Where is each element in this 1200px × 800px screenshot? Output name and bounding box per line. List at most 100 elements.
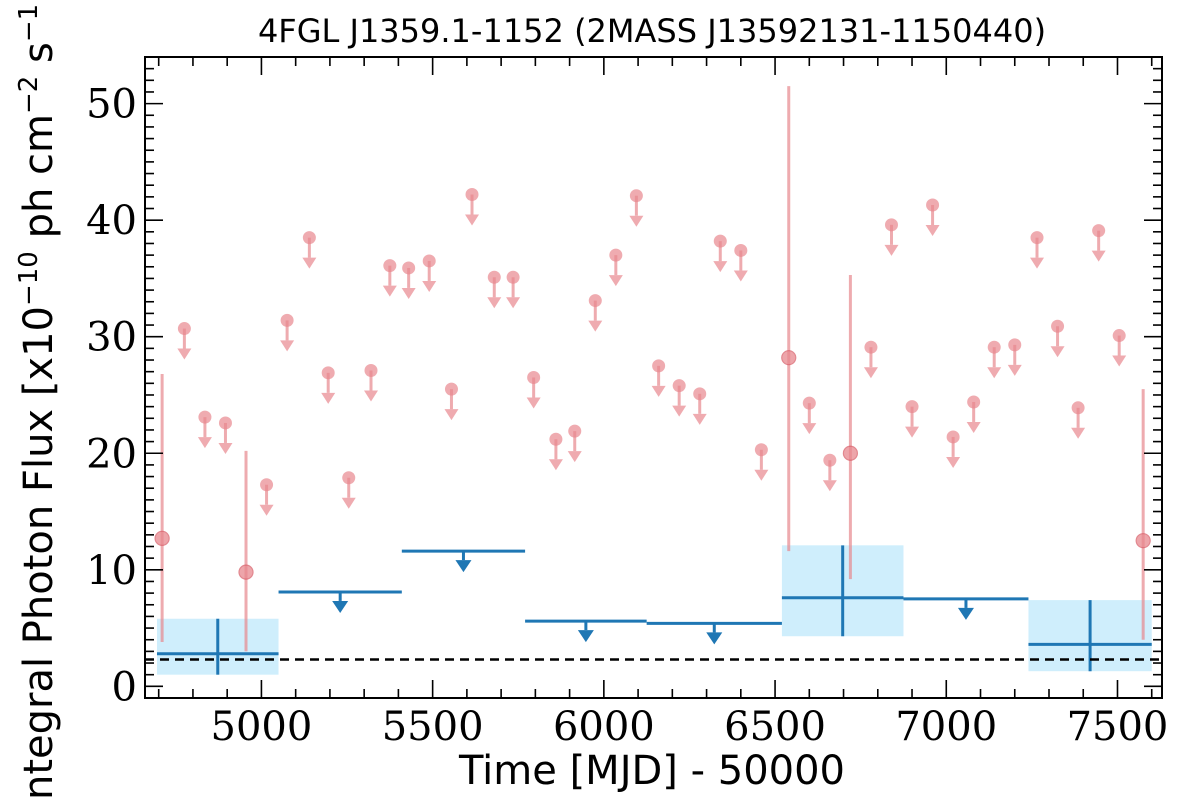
short-bin-limit-arrow (259, 504, 274, 516)
short-bin-limit-arrow (218, 442, 233, 454)
short-bin-limit-arrow (321, 392, 336, 404)
short-bin-limit-point (713, 234, 727, 248)
short-bin-limit-arrow (802, 423, 817, 435)
short-bin-limit-point (1051, 319, 1065, 333)
short-bin-limit-point (342, 471, 356, 485)
x-tick-label: 5000 (211, 704, 313, 750)
short-bin-limit-arrow (754, 469, 769, 481)
short-bin-limit-arrow (548, 459, 563, 471)
short-bin-detection-point (781, 350, 797, 366)
short-bin-limit-arrow (733, 270, 748, 282)
short-bin-limit-point (802, 396, 816, 410)
short-bin-limit-point (967, 395, 981, 409)
short-bin-limit-arrow (444, 409, 459, 421)
short-bin-limit-point (629, 189, 643, 203)
short-bin-limit-arrow (987, 367, 1002, 379)
short-bin-limit-arrow (1071, 427, 1086, 439)
long-bin-limit-arrow (332, 600, 349, 613)
short-bin-limit-arrow (506, 297, 521, 309)
short-bin-limit-point (364, 364, 378, 378)
short-bin-limit-point (987, 340, 1001, 354)
short-bin-limit-arrow (526, 397, 541, 409)
y-tick-label: 10 (86, 548, 137, 594)
short-bin-limit-arrow (364, 390, 378, 402)
plot-frame (144, 56, 1163, 699)
short-bin-limit-arrow (925, 225, 940, 237)
x-tick-label: 5500 (382, 704, 484, 750)
short-bin-limit-arrow (401, 287, 416, 299)
short-bin-limit-arrow (1050, 346, 1065, 358)
short-bin-limit-arrow (422, 280, 437, 292)
short-bin-limit-arrow (465, 214, 480, 226)
short-bin-limit-arrow (487, 297, 502, 309)
short-bin-limit-arrow (822, 480, 837, 492)
short-bin-limit-arrow (341, 497, 356, 509)
y-tick-label: 0 (112, 664, 137, 710)
short-bin-detection-point (154, 530, 170, 546)
short-bin-limit-point (1008, 338, 1022, 352)
short-bin-detection-point (238, 564, 254, 580)
short-bin-limit-arrow (629, 215, 644, 227)
short-bin-limit-point (177, 322, 191, 336)
short-bin-limit-point (302, 231, 316, 245)
short-bin-limit-point (280, 313, 294, 327)
short-bin-limit-arrow (588, 320, 603, 332)
short-bin-limit-arrow (713, 261, 728, 273)
short-bin-limit-point (402, 261, 416, 275)
short-bin-limit-point (946, 430, 960, 444)
short-bin-limit-arrow (1007, 364, 1022, 376)
short-bin-limit-point (864, 340, 878, 354)
short-bin-limit-point (884, 218, 898, 232)
x-tick-label: 6000 (553, 704, 655, 750)
short-bin-limit-point (609, 248, 623, 262)
short-bin-limit-point (198, 410, 212, 424)
short-bin-limit-point (487, 270, 501, 284)
short-bin-limit-arrow (946, 456, 961, 468)
short-bin-limit-arrow (651, 385, 666, 397)
short-bin-limit-arrow (863, 367, 878, 379)
y-tick-label: 20 (86, 431, 137, 477)
short-bin-detection-point (842, 445, 858, 461)
short-bin-limit-point (218, 416, 232, 430)
long-bin-limit-arrow (577, 630, 594, 643)
chart-title: 4FGL J1359.1-1152 (2MASS J13592131-11504… (258, 12, 1046, 50)
y-tick-label: 30 (86, 315, 137, 361)
short-bin-limit-point (260, 478, 274, 492)
y-tick-label: 50 (86, 82, 137, 128)
short-bin-limit-point (905, 400, 919, 414)
short-bin-limit-arrow (1030, 257, 1045, 269)
short-bin-limit-point (568, 424, 582, 438)
short-bin-limit-point (465, 188, 479, 202)
short-bin-limit-point (321, 366, 335, 380)
short-bin-limit-arrow (966, 421, 981, 433)
axes: 5000 5500 6000 6500 7000 7500 0 10 20 30 40 50 (86, 56, 1169, 750)
short-bin-limit-point (926, 198, 940, 212)
long-bin-limit-arrow (706, 632, 723, 645)
x-tick-label: 7000 (895, 704, 997, 750)
plot-area (145, 86, 1162, 675)
x-tick-label: 7500 (1067, 704, 1169, 750)
short-bin-limit-arrow (382, 285, 397, 297)
short-bin-limit-arrow (905, 426, 920, 438)
short-bin-limit-arrow (197, 437, 212, 449)
x-tick-label: 6500 (724, 704, 826, 750)
short-bin-limit-arrow (692, 413, 707, 425)
x-axis-label: Time [MJD] - 50000 (458, 748, 845, 794)
short-bin-limit-point (444, 382, 458, 396)
short-bin-limit-point (734, 243, 748, 257)
y-tick-label: 40 (86, 198, 137, 244)
short-bin-limit-point (588, 294, 602, 308)
short-bin-limit-arrow (672, 405, 687, 417)
short-bin-limit-arrow (1091, 250, 1106, 262)
short-bin-limit-point (527, 371, 541, 384)
short-bin-limit-point (1092, 224, 1106, 238)
short-bin-limit-point (422, 254, 436, 268)
short-bin-limit-point (652, 359, 666, 373)
short-bin-detection-point (1135, 533, 1151, 549)
short-bin-limit-point (823, 453, 837, 467)
short-bin-limit-arrow (567, 451, 582, 463)
short-bin-limit-point (672, 379, 686, 393)
short-bin-limit-point (506, 270, 520, 284)
short-bin-limit-arrow (177, 348, 192, 360)
